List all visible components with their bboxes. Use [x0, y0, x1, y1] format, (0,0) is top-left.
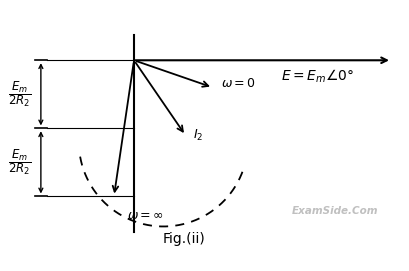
Text: $\dfrac{E_m}{2R_2}$: $\dfrac{E_m}{2R_2}$	[8, 79, 31, 109]
Text: $\dfrac{E_m}{2R_2}$: $\dfrac{E_m}{2R_2}$	[8, 147, 31, 177]
Text: $I_2$: $I_2$	[193, 128, 203, 143]
Text: $E = E_m\angle 0°$: $E = E_m\angle 0°$	[281, 67, 354, 85]
Text: Fig.(ii): Fig.(ii)	[163, 232, 206, 246]
Text: $\omega=\infty$: $\omega=\infty$	[127, 209, 164, 222]
Text: $\omega=0$: $\omega=0$	[221, 78, 256, 91]
Text: ExamSide.Com: ExamSide.Com	[291, 206, 378, 216]
